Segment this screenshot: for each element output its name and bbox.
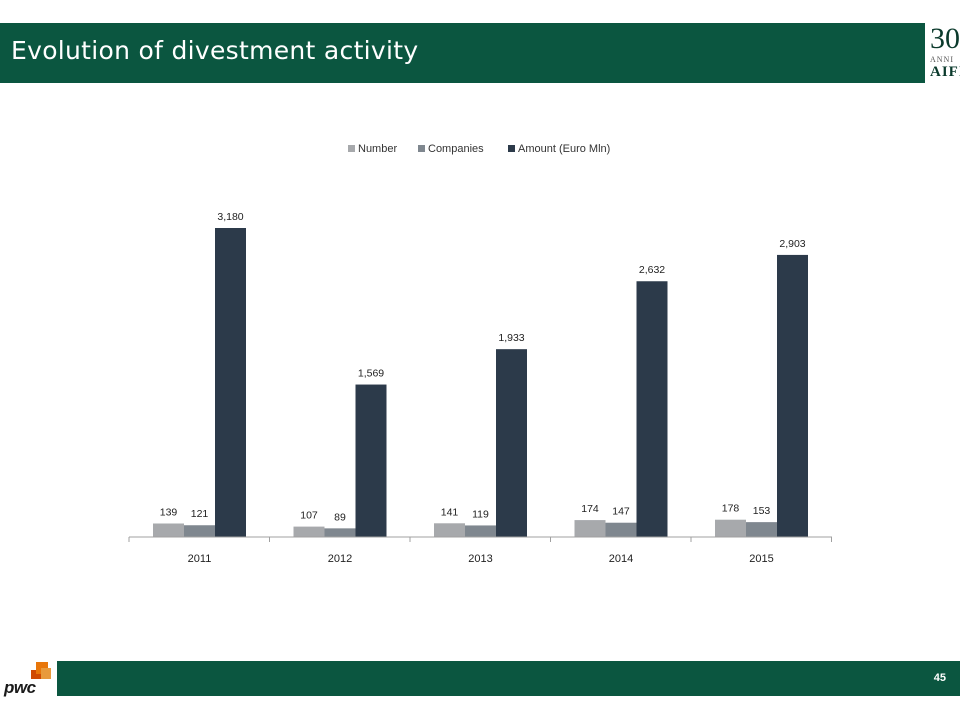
- aifi-logo: 30 ANNI AIFI: [927, 23, 960, 83]
- data-label: 121: [191, 508, 209, 520]
- page-number: 45: [933, 672, 946, 684]
- aifi-logo-number: 30: [930, 23, 960, 55]
- legend-swatch: [418, 145, 425, 152]
- data-label: 139: [160, 506, 178, 518]
- bar: [153, 523, 184, 537]
- pwc-logo-block-left: [31, 670, 41, 679]
- legend-label: Number: [358, 143, 397, 155]
- x-tick-label: 2015: [749, 553, 773, 565]
- bar: [184, 525, 215, 537]
- title-bar: Evolution of divestment activity: [0, 23, 925, 83]
- data-label: 174: [581, 503, 599, 515]
- bar: [496, 349, 527, 537]
- data-label: 107: [300, 510, 318, 522]
- data-label: 141: [441, 506, 459, 518]
- bar: [324, 528, 356, 537]
- bar: [465, 525, 496, 537]
- x-tick-label: 2014: [609, 553, 633, 565]
- bar: [355, 384, 387, 537]
- bar: [636, 281, 668, 537]
- pwc-logo-text: pwc: [4, 678, 36, 697]
- bar: [574, 520, 606, 537]
- data-label: 3,180: [217, 211, 243, 223]
- data-label: 1,569: [358, 368, 384, 380]
- divestment-bar-chart: Number Companies Amount (Euro Mln) 139 121 3,…: [128, 143, 832, 565]
- data-label: 1,933: [498, 332, 524, 344]
- bar: [434, 523, 465, 537]
- x-tick-label: 2013: [468, 553, 492, 565]
- legend-label: Amount (Euro Mln): [518, 143, 610, 155]
- pwc-logo: pwc: [4, 662, 54, 698]
- pwc-logo-mark: [31, 662, 51, 679]
- bar: [293, 526, 325, 537]
- legend-swatch: [348, 145, 355, 152]
- data-label: 119: [472, 508, 489, 520]
- x-tick-label: 2011: [188, 553, 212, 565]
- data-label: 178: [722, 503, 740, 515]
- bar: [746, 522, 777, 537]
- aifi-logo-name: AIFI: [930, 64, 960, 80]
- data-label: 89: [334, 511, 346, 523]
- bar: [215, 228, 246, 537]
- legend-swatch: [508, 145, 515, 152]
- legend-label: Companies: [428, 143, 484, 155]
- data-label: 147: [612, 506, 630, 518]
- x-tick-label: 2012: [328, 553, 352, 565]
- bar: [715, 519, 746, 537]
- data-label: 2,632: [639, 264, 665, 276]
- footer-bar: 45: [57, 661, 960, 696]
- pwc-logo-block-front: [41, 668, 51, 679]
- aifi-logo-anni: ANNI: [930, 55, 954, 64]
- data-label: 153: [753, 505, 771, 517]
- slide-title: Evolution of divestment activity: [11, 36, 419, 65]
- bar: [777, 254, 808, 538]
- bar: [605, 522, 637, 537]
- data-label: 2,903: [779, 238, 805, 250]
